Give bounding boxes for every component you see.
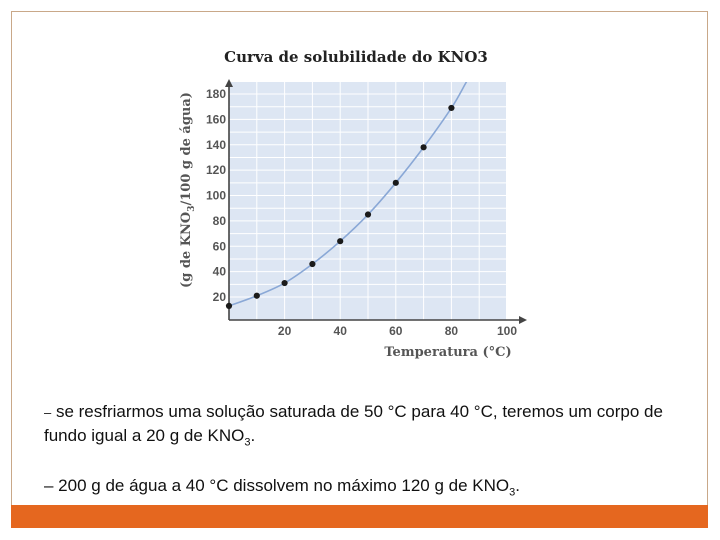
data-point <box>225 302 233 309</box>
y-tick-label-60: 60 <box>213 239 227 253</box>
y-tick-label-100: 100 <box>206 189 226 203</box>
y-axis-arrow <box>225 79 233 87</box>
x-tick-label-20: 20 <box>278 324 292 338</box>
data-point <box>281 279 288 287</box>
chart-title: Curva de solubilidade do KNO3 <box>224 48 488 66</box>
note-line-1-subscript: 3 <box>244 436 251 449</box>
y-tick-label-20: 20 <box>213 290 227 304</box>
note-line-2-text: – 200 g de água a 40 °C dissolvem no máx… <box>44 476 510 495</box>
note-line-2: – 200 g de água a 40 °C dissolvem no máx… <box>44 474 684 504</box>
note-line-2-end: . <box>515 476 520 495</box>
x-tick-label-80: 80 <box>445 324 459 338</box>
y-tick-label-140: 140 <box>206 138 226 152</box>
x-axis-arrow <box>519 316 527 324</box>
x-tick-label-60: 60 <box>389 324 403 338</box>
footer-bar <box>11 505 708 528</box>
data-point <box>392 179 399 186</box>
x-tick-label-40: 40 <box>334 324 348 338</box>
y-axis-title: (g de KNO3/100 g de água) <box>179 92 197 288</box>
y-tick-label-120: 120 <box>206 163 226 177</box>
y-tick-label-160: 160 <box>206 112 226 126</box>
note-line-1-end: . <box>250 426 256 445</box>
y-tick-label-80: 80 <box>213 214 227 228</box>
note-line-1-dash: – <box>44 405 52 420</box>
note-line-2-subscript: 3 <box>509 486 516 499</box>
y-tick-label-40: 40 <box>213 265 227 279</box>
y-tick-label-180: 180 <box>206 87 226 101</box>
data-point <box>420 144 427 151</box>
data-point <box>309 260 316 268</box>
data-point <box>253 292 260 299</box>
data-point <box>364 211 372 218</box>
x-tick-label-100: 100 <box>497 324 517 338</box>
x-axis-title: Temperatura (°C) <box>384 345 511 360</box>
note-line-1: – se resfriarmos uma solução saturada de… <box>44 400 684 454</box>
data-point <box>448 104 455 112</box>
note-line-1-text: se resfriarmos uma solução saturada de 5… <box>44 402 663 445</box>
data-point <box>337 238 344 245</box>
